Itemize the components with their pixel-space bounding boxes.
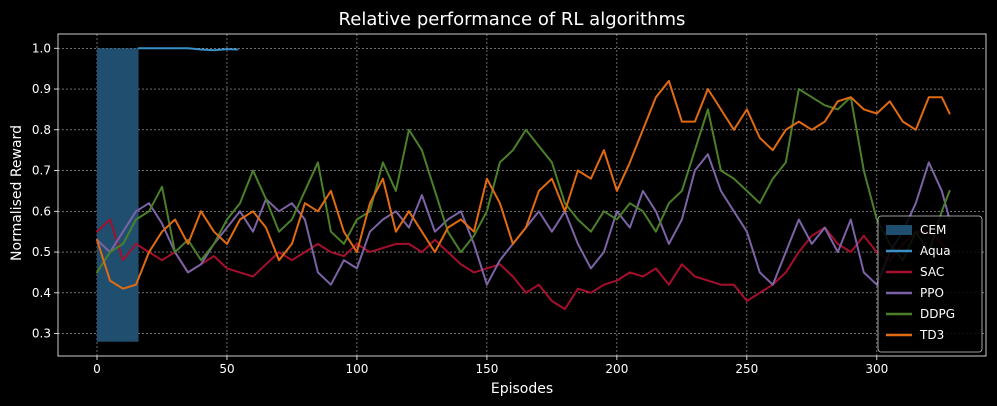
chart-title: Relative performance of RL algorithms [339,9,686,30]
series-line-td3 [96,79,951,290]
grid [58,34,986,356]
series-lines [96,47,951,311]
legend-label-aqua: Aqua [920,244,951,258]
legend-label-ddpg: DDPG [920,307,955,321]
x-tick-label: 50 [219,362,234,376]
y-tick-label: 0.3 [32,327,51,341]
legend-label-td3: TD3 [919,328,944,342]
x-tick-label: 0 [93,362,101,376]
axes: 0 50 100 150 200 250 300 0.3 0.4 0.5 0.6 0.7 0.8 0.9 1… [32,33,987,376]
y-tick-label: 0.4 [32,286,51,300]
legend-label-ppo: PPO [920,286,944,300]
y-tick-label: 0.7 [32,164,51,178]
y-tick-label: 0.5 [32,245,51,259]
x-tick-label: 200 [605,362,628,376]
x-tick-label: 250 [735,362,758,376]
legend-label-sac: SAC [920,265,944,279]
plot-frame [57,33,987,357]
y-tick-label: 1.0 [32,41,51,55]
y-tick-label: 0.6 [32,204,51,218]
x-tick-label: 100 [345,362,368,376]
y-tick-label: 0.9 [32,82,51,96]
y-tick-label: 0.8 [32,123,51,137]
series-line-aqua [137,47,239,52]
x-tick-label: 300 [865,362,888,376]
y-axis-label: Normalised Reward [9,125,25,261]
bar-cem [96,48,139,342]
legend: CEM Aqua SAC PPO DDPG TD3 [877,215,983,353]
legend-swatch-cem [886,225,912,235]
x-tick-label: 150 [475,362,498,376]
x-axis-label: Episodes [491,381,553,397]
series-line-sac [96,218,951,311]
series-line-ddpg [96,88,951,274]
legend-label-cem: CEM [920,223,946,237]
bars [96,48,139,342]
